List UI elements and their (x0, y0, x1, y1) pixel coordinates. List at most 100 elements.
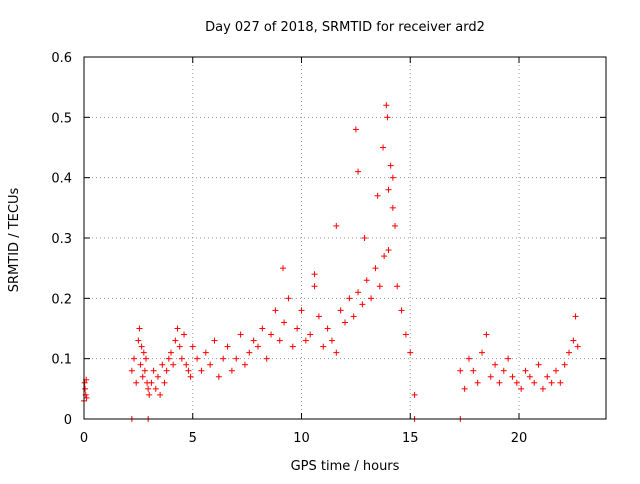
chart-title: Day 027 of 2018, SRMTID for receiver ard… (205, 20, 485, 35)
data-point (237, 331, 244, 338)
y-tick-label: 0.3 (51, 232, 72, 247)
data-point (342, 319, 348, 326)
data-point (548, 379, 555, 386)
grid-layer (84, 57, 606, 419)
data-point (215, 373, 222, 380)
data-point (496, 379, 503, 386)
data-point (141, 367, 148, 374)
y-tick-label: 0.2 (51, 292, 72, 307)
x-tick-label: 5 (189, 431, 197, 446)
data-point (294, 325, 301, 332)
data-point (387, 162, 394, 169)
data-point (500, 367, 507, 374)
x-tick-label: 0 (80, 431, 88, 446)
data-point (509, 373, 516, 380)
data-point (157, 391, 164, 398)
data-point (402, 331, 409, 338)
data-point (276, 337, 283, 344)
data-point (374, 192, 381, 199)
data-point (311, 271, 318, 278)
x-tick-label: 10 (293, 431, 310, 446)
data-point (176, 343, 183, 350)
data-point (376, 283, 383, 290)
data-point (307, 331, 314, 338)
x-tick-label: 15 (402, 431, 419, 446)
data-point (263, 355, 270, 362)
data-point (228, 367, 235, 374)
data-point (372, 265, 379, 272)
y-tick-label: 0.4 (51, 172, 72, 187)
data-point (361, 235, 368, 241)
data-point (407, 349, 414, 356)
data-point (159, 361, 166, 368)
data-point (136, 325, 143, 332)
data-point (557, 379, 564, 386)
data-point (572, 313, 579, 320)
data-point (172, 337, 179, 344)
data-point (518, 385, 525, 392)
data-point (352, 126, 359, 133)
data-point (465, 355, 472, 362)
y-tick-label: 0.5 (51, 111, 72, 126)
data-point (380, 144, 387, 151)
data-point (389, 174, 396, 181)
data-point (202, 349, 209, 356)
data-point (470, 367, 477, 374)
data-point (333, 349, 340, 356)
data-point (140, 349, 147, 356)
data-point (381, 253, 388, 260)
data-point (320, 343, 327, 350)
data-point (81, 379, 88, 386)
data-point (194, 355, 201, 362)
data-point (150, 367, 157, 374)
plot-frame (83, 56, 607, 420)
y-tick-label: 0 (64, 413, 72, 428)
data-point (233, 355, 240, 362)
data-point (311, 283, 318, 290)
data-point (211, 337, 218, 344)
data-point (570, 337, 577, 344)
data-point (139, 373, 146, 380)
data-point (137, 361, 144, 368)
data-point (363, 277, 370, 284)
data-point (146, 391, 153, 398)
data-point (255, 343, 261, 350)
data-point (394, 283, 401, 290)
data-point (152, 385, 159, 392)
data-point (531, 379, 538, 386)
data-point (337, 307, 344, 314)
data-point (574, 343, 581, 350)
data-point (198, 367, 205, 374)
data-point (526, 373, 533, 380)
data-point (302, 337, 309, 344)
point-layer (81, 102, 581, 422)
data-point (272, 307, 279, 314)
data-point (181, 331, 188, 338)
data-point (82, 385, 89, 392)
data-point (355, 168, 362, 175)
data-point (165, 355, 172, 362)
data-point (389, 204, 396, 211)
tick-layer: 0 5 10 15 20 0 0.1 0.2 0.3 0.4 0.5 0.6 (51, 51, 606, 446)
data-point (185, 367, 192, 374)
data-point (138, 343, 145, 350)
data-point (566, 349, 573, 356)
data-point (174, 325, 181, 332)
data-point (385, 247, 392, 254)
data-point (224, 343, 231, 350)
data-point (539, 385, 546, 392)
data-point (328, 337, 335, 344)
data-point (145, 385, 152, 392)
data-point (398, 307, 405, 314)
data-point (161, 379, 168, 386)
data-point (384, 114, 391, 121)
data-point (154, 373, 161, 380)
x-tick-label: 20 (511, 431, 528, 446)
data-point (483, 331, 490, 338)
y-tick-label: 0.6 (51, 51, 72, 66)
data-point (187, 373, 194, 380)
data-point (522, 367, 529, 374)
data-point (280, 265, 287, 272)
data-point (392, 222, 399, 229)
